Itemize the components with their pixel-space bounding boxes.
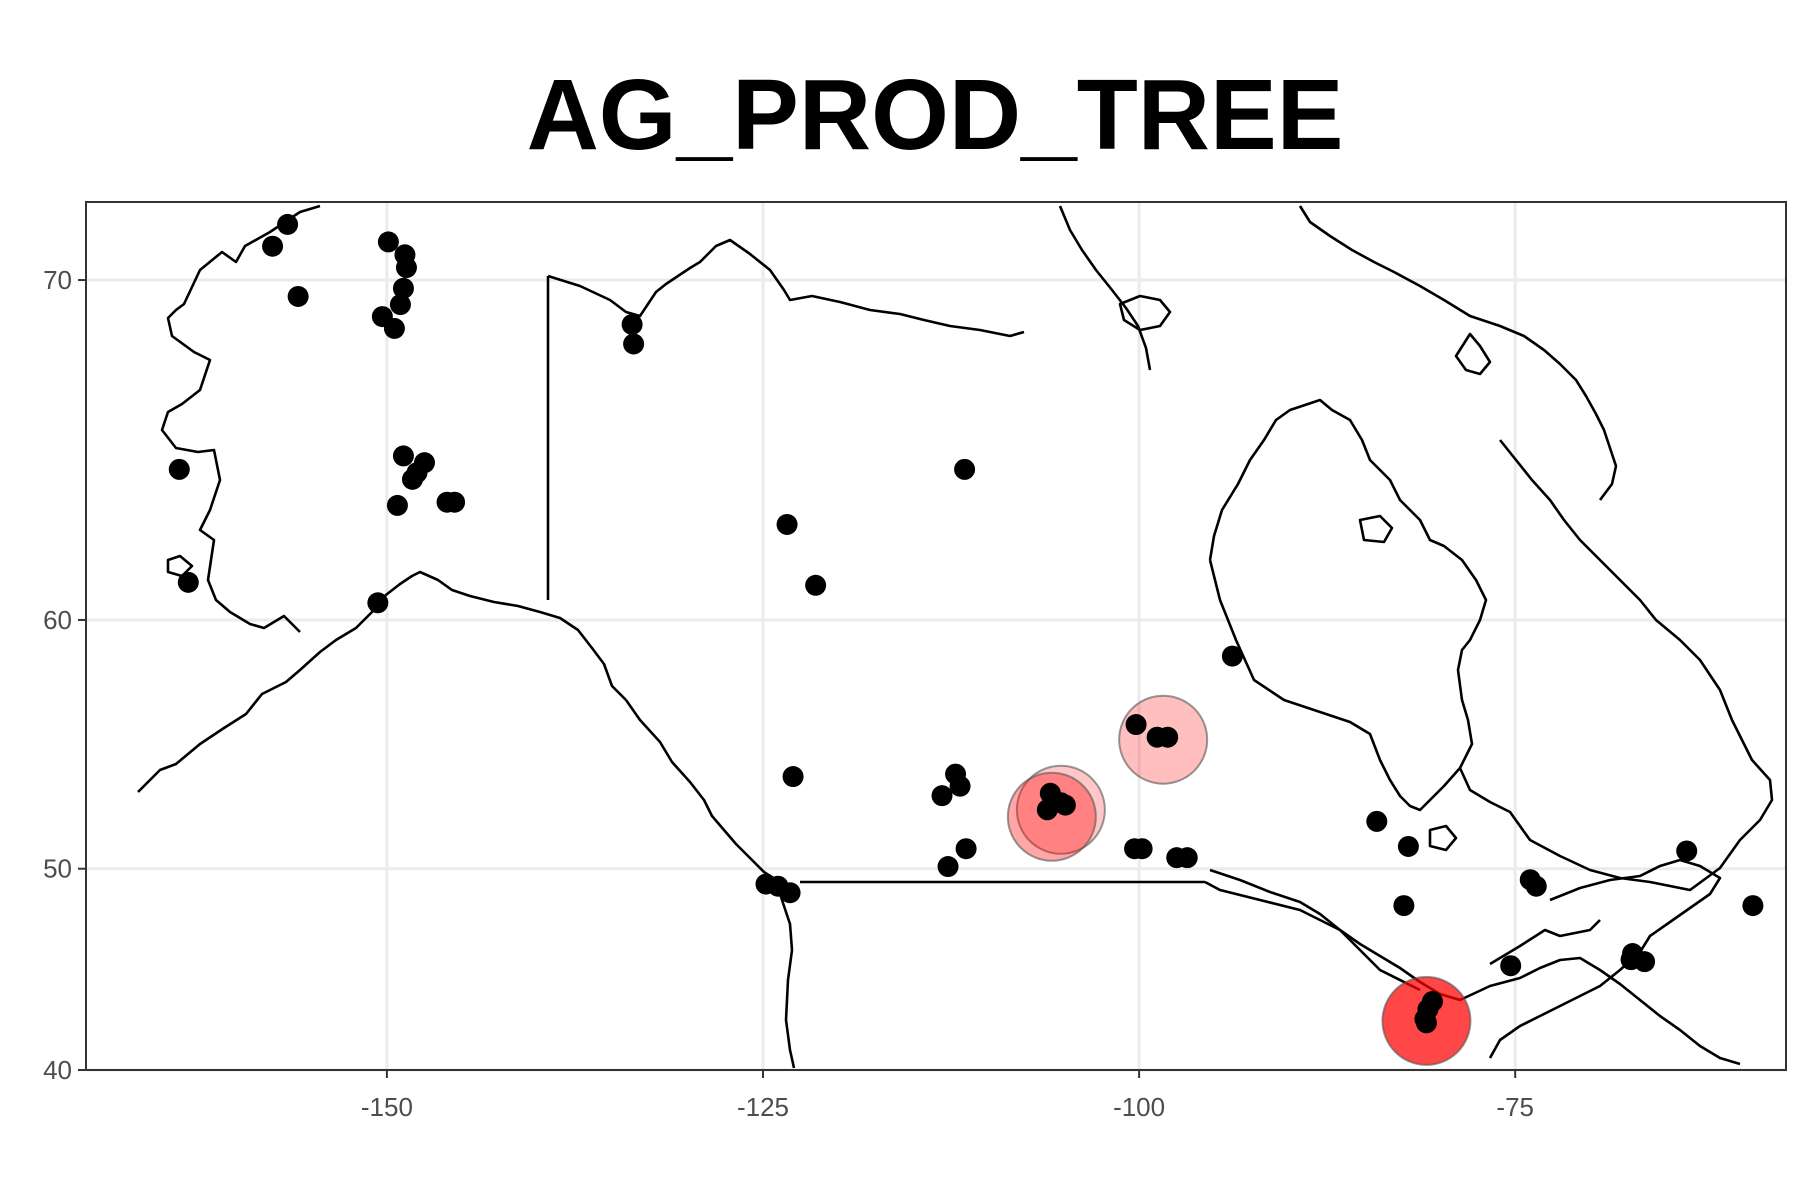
site-point [389,294,411,316]
grid-lines [86,202,1786,1072]
border-great-lakes [1204,880,1421,992]
coastline-east-canada [1458,439,1774,892]
island-2 [1118,294,1172,332]
coastline-layer [137,204,1774,1069]
site-point [782,766,804,788]
site-point [1397,835,1419,857]
island-4 [1428,824,1458,852]
site-point [937,856,959,878]
site-point [779,882,801,904]
site-point [367,592,389,614]
site-point [623,333,645,355]
site-point [287,285,309,307]
plot-panel [86,202,1786,1070]
site-point [1500,955,1522,977]
x-tick-label: -150 [361,1092,413,1122]
site-point [386,494,408,516]
site-point [1176,847,1198,869]
site-point [621,313,643,335]
site-point [1125,714,1147,736]
site-point [1676,840,1698,862]
x-axis: -150 -125 -100 -75 [361,1070,1534,1122]
coastline-islands-north [1058,205,1152,371]
point-layer [168,213,1764,1034]
site-point [954,458,976,480]
site-point [805,574,827,596]
plot-border [85,201,1787,1071]
site-point [1036,799,1058,821]
site-point [277,213,299,235]
site-point [776,513,798,535]
site-point [395,257,417,279]
island-1 [1454,332,1492,376]
coastline-arctic-canada [547,238,1025,338]
site-point [1742,895,1764,917]
coastline-alaska-peninsula [137,570,627,793]
coastline-pacific-nw [774,879,796,1069]
site-point [949,775,971,797]
site-point [1157,726,1179,748]
y-axis: 40 50 60 70 [43,265,86,1085]
site-point [383,317,405,339]
site-point [1366,810,1388,832]
coastline-maritimes [1488,858,1722,1059]
site-point [392,445,414,467]
site-point [392,277,414,299]
site-point [1415,1012,1437,1034]
coastline-baffin [1298,205,1618,501]
island-5 [166,554,194,578]
site-point [931,785,953,807]
coastline-north-alaska [160,204,321,633]
y-tick-label: 40 [43,1055,72,1085]
x-tick-label: -100 [1113,1092,1165,1122]
x-tick-label: -75 [1496,1092,1534,1122]
site-point [1393,895,1415,917]
site-point [401,468,423,490]
site-point [1131,838,1153,860]
site-point [1221,645,1243,667]
site-point [1634,951,1656,973]
y-tick-label: 50 [43,854,72,884]
site-point [168,458,190,480]
site-point [177,571,199,593]
x-tick-label: -125 [737,1092,789,1122]
site-point [955,838,977,860]
border-quebec-us [1489,919,1601,966]
coastline-great-lakes [1209,868,1741,1066]
coastline-hudson-bay [1208,398,1488,812]
site-point [1525,875,1547,897]
site-point [262,235,284,257]
island-3 [1358,514,1394,544]
map-title: AG_PROD_TREE [526,59,1344,171]
y-tick-label: 60 [43,605,72,635]
site-point [1054,794,1076,816]
site-point [377,231,399,253]
y-tick-label: 70 [43,265,72,295]
site-point [444,491,466,513]
coastline-bc [624,699,777,882]
